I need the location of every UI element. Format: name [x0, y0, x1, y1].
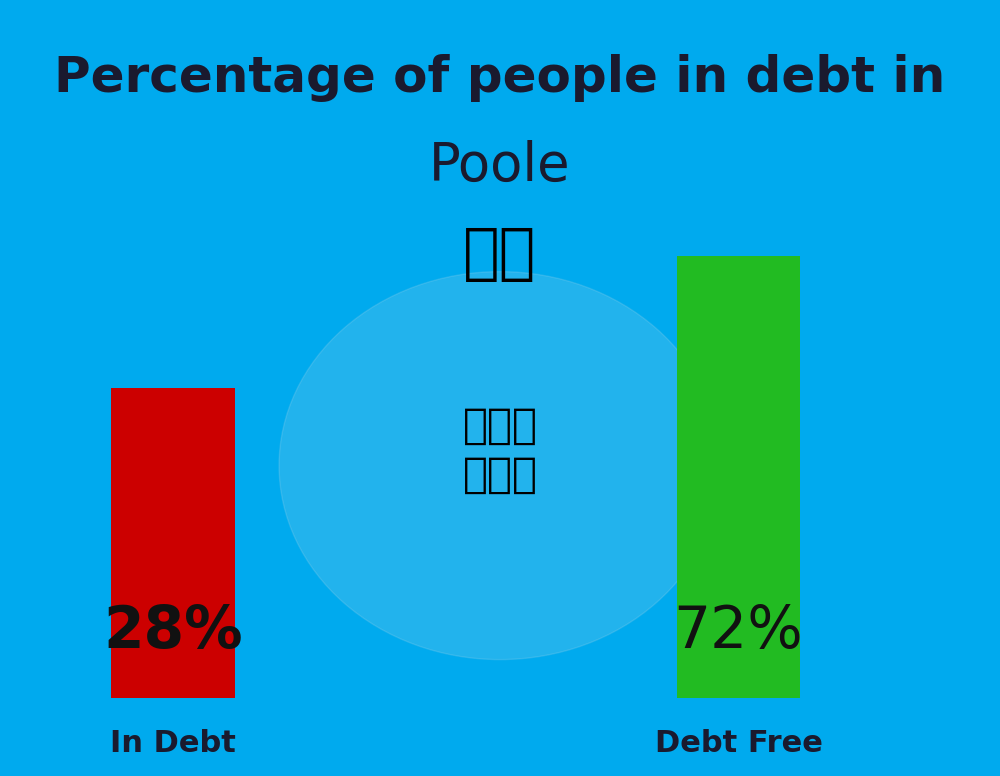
Circle shape	[279, 272, 721, 660]
Text: Poole: Poole	[429, 140, 571, 192]
FancyBboxPatch shape	[677, 256, 800, 698]
Text: 🏦💰🏠
📊💳🎓: 🏦💰🏠 📊💳🎓	[462, 405, 538, 495]
Text: In Debt: In Debt	[110, 729, 236, 758]
Text: 72%: 72%	[674, 603, 803, 660]
Text: 28%: 28%	[103, 603, 243, 660]
Text: 🇬🇧: 🇬🇧	[463, 225, 537, 284]
Text: Percentage of people in debt in: Percentage of people in debt in	[54, 54, 946, 102]
FancyBboxPatch shape	[111, 388, 235, 698]
Text: Debt Free: Debt Free	[655, 729, 823, 758]
